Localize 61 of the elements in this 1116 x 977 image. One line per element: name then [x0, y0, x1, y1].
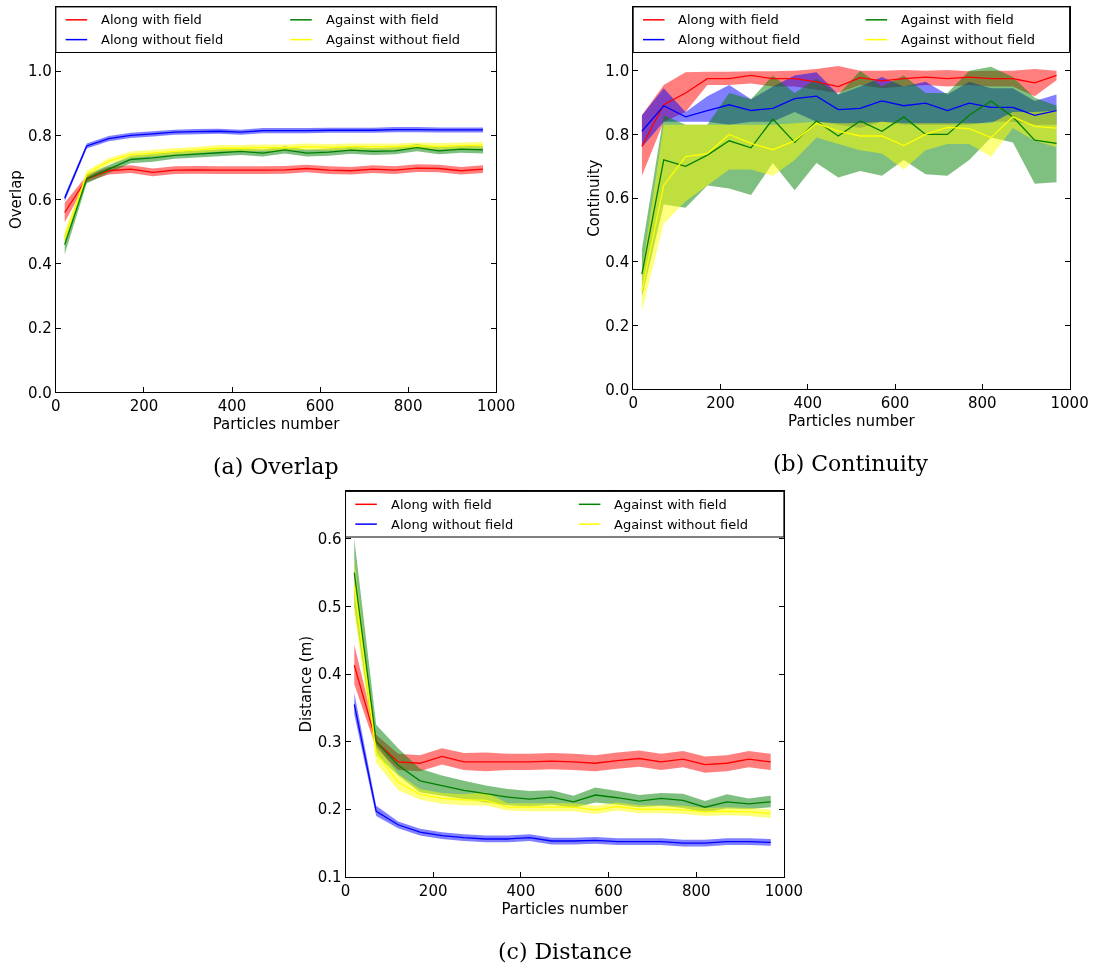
y-axis-title: Overlap — [7, 170, 26, 230]
x-tick-label: 0 — [340, 881, 351, 900]
y-tick-label: 1.0 — [28, 62, 52, 81]
y-tick-label: 0.4 — [28, 255, 52, 274]
legend-label: Against with field — [614, 497, 727, 512]
y-tick-label: 0.0 — [605, 380, 630, 399]
legend-label: Along with field — [391, 497, 492, 512]
x-axis-title: Particles number — [501, 899, 629, 918]
legend-label: Against without field — [614, 517, 749, 532]
y-tick-label: 0.6 — [28, 190, 52, 209]
x-axis-title: Particles number — [212, 415, 341, 434]
x-tick-label: 400 — [793, 394, 823, 413]
x-tick-label: 600 — [594, 881, 623, 900]
y-tick-label: 0.6 — [317, 530, 342, 549]
legend-label: Along without field — [391, 517, 514, 532]
legend-label: Along without field — [101, 32, 224, 47]
y-tick-label: 0.8 — [28, 126, 52, 145]
y-tick-label: 0.1 — [317, 868, 342, 887]
legend-label: Against with field — [901, 12, 1014, 27]
x-tick-label: 1000 — [477, 397, 516, 416]
y-tick-label: 0.6 — [605, 189, 630, 208]
text: (b) Continuity — [773, 451, 929, 476]
y-axis-title: Continuity — [584, 159, 603, 237]
legend-label: Along with field — [678, 12, 779, 27]
legend-label: Along with field — [101, 12, 202, 27]
line-series — [64, 167, 484, 214]
y-tick-label: 0.8 — [605, 125, 630, 144]
y-tick-label: 0.4 — [605, 253, 630, 272]
y-tick-label: 0.3 — [317, 732, 342, 751]
x-tick-label: 400 — [217, 397, 247, 416]
x-tick-label: 0 — [51, 397, 61, 416]
line-series — [353, 664, 772, 766]
x-axis-title: Particles number — [788, 412, 916, 431]
y-tick-label: 0.5 — [317, 597, 342, 616]
y-tick-label: 0.2 — [317, 800, 342, 819]
x-tick-label: 800 — [968, 394, 997, 413]
x-tick-label: 200 — [418, 881, 448, 900]
line-series — [641, 100, 1058, 275]
text: (c) Distance — [498, 939, 632, 964]
line-series — [641, 95, 1058, 132]
legend-label: Against with field — [326, 12, 439, 27]
x-tick-label: 1000 — [764, 881, 803, 900]
legend-label: Against without field — [326, 32, 461, 47]
x-tick-label: 600 — [880, 394, 910, 413]
y-tick-label: 1.0 — [605, 61, 630, 80]
y-axis-title: Distance (m) — [296, 635, 315, 733]
y-tick-label: 0.4 — [317, 665, 342, 684]
x-tick-label: 200 — [129, 397, 159, 416]
x-tick-label: 200 — [706, 394, 735, 413]
y-tick-label: 0.2 — [28, 319, 52, 338]
legend-label: Along without field — [678, 32, 801, 47]
x-tick-label: 1000 — [1050, 394, 1089, 413]
text: (a) Overlap — [213, 454, 339, 479]
x-tick-label: 800 — [681, 881, 711, 900]
x-tick-label: 400 — [506, 881, 536, 900]
x-tick-label: 0 — [628, 394, 638, 413]
y-tick-label: 0.2 — [605, 316, 630, 335]
y-tick-label: 0.0 — [28, 383, 52, 402]
x-tick-label: 800 — [393, 397, 423, 416]
x-tick-label: 600 — [305, 397, 335, 416]
legend-label: Against without field — [901, 32, 1036, 47]
